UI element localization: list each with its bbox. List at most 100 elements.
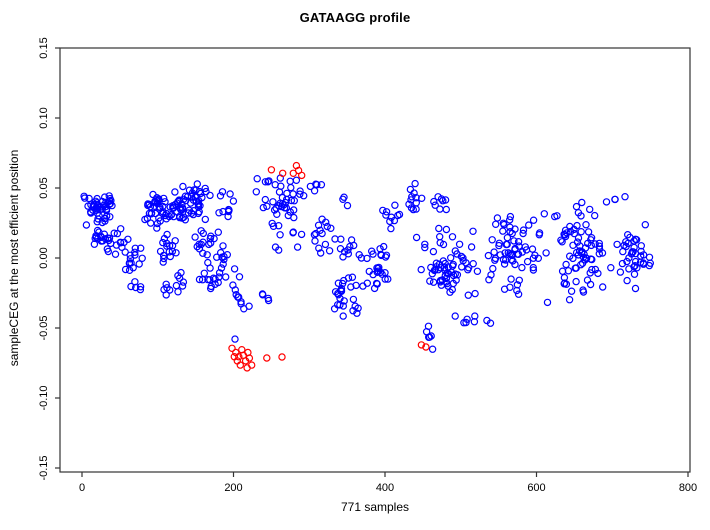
data-point — [203, 251, 211, 259]
data-point — [469, 260, 477, 268]
data-point — [543, 298, 552, 307]
data-point — [179, 278, 188, 286]
data-point — [573, 221, 581, 230]
data-point — [506, 227, 514, 236]
data-point — [348, 273, 357, 281]
data-point — [127, 282, 135, 291]
data-point — [580, 250, 588, 259]
data-point — [421, 240, 429, 248]
data-point — [284, 211, 292, 220]
data-point — [334, 291, 343, 299]
data-point — [282, 204, 291, 212]
data-point — [529, 263, 538, 272]
data-point — [391, 201, 399, 209]
x-tick-label: 400 — [376, 482, 394, 494]
data-point — [153, 224, 161, 232]
data-point — [136, 285, 145, 294]
data-point — [457, 252, 466, 261]
data-point — [489, 264, 497, 273]
data-point — [628, 248, 636, 256]
y-tick-label: -0.05 — [38, 315, 50, 340]
data-point — [435, 224, 443, 233]
data-point — [540, 210, 549, 218]
data-point — [234, 293, 243, 301]
data-point — [646, 259, 655, 267]
data-point — [384, 275, 392, 283]
data-point — [493, 214, 502, 222]
data-point — [471, 312, 479, 320]
data-point — [503, 233, 512, 242]
data-point — [93, 205, 101, 213]
data-point — [448, 233, 457, 241]
data-point — [584, 228, 593, 236]
data-point — [259, 203, 267, 212]
data-point — [323, 222, 331, 231]
y-tick-label: 0.15 — [38, 37, 50, 58]
data-point — [412, 199, 420, 207]
data-point — [297, 230, 306, 239]
data-point — [618, 259, 627, 268]
data-point — [641, 220, 650, 229]
data-point — [289, 169, 297, 177]
data-point — [363, 279, 371, 287]
data-point — [195, 275, 204, 284]
data-point — [287, 183, 295, 192]
data-point — [417, 341, 426, 349]
data-point — [135, 260, 143, 268]
y-axis-label: sampleCEG at the most efficient position — [7, 149, 21, 367]
data-point — [373, 268, 381, 276]
data-point — [491, 256, 499, 264]
data-point — [565, 296, 574, 304]
data-point — [509, 257, 517, 265]
data-point — [511, 260, 519, 269]
data-point — [534, 254, 543, 262]
data-point — [462, 259, 470, 267]
data-point — [467, 243, 476, 251]
data-point — [386, 217, 394, 226]
data-point — [523, 257, 532, 266]
data-point — [599, 283, 607, 291]
data-point — [104, 247, 113, 256]
data-point — [318, 215, 326, 223]
data-point — [98, 197, 107, 206]
data-point — [201, 215, 209, 224]
data-point — [376, 245, 384, 253]
data-point — [446, 288, 454, 296]
data-point — [336, 301, 344, 309]
data-point — [90, 240, 99, 248]
data-point — [200, 269, 208, 277]
data-point — [347, 283, 355, 291]
data-point — [449, 260, 457, 269]
data-point — [422, 343, 430, 351]
data-point — [426, 277, 434, 285]
data-point — [121, 265, 130, 274]
data-point — [619, 247, 627, 256]
data-point — [572, 277, 580, 286]
data-point — [507, 275, 515, 283]
data-point — [261, 178, 270, 186]
data-point — [199, 249, 207, 257]
data-point — [126, 255, 135, 263]
data-point — [429, 278, 438, 286]
data-point — [582, 220, 590, 229]
y-tick-label: -0.15 — [38, 455, 50, 480]
data-point — [337, 284, 346, 293]
data-point — [159, 238, 167, 247]
data-point — [441, 271, 449, 280]
data-point — [558, 267, 567, 275]
data-point — [621, 192, 629, 201]
data-point — [469, 227, 477, 235]
data-point — [271, 243, 280, 251]
data-point — [147, 209, 156, 217]
data-point — [97, 237, 106, 245]
data-point — [311, 237, 319, 245]
data-point — [436, 205, 444, 213]
data-point — [455, 240, 464, 248]
data-point — [116, 225, 125, 233]
data-point — [113, 229, 122, 238]
data-point — [179, 213, 188, 221]
data-point — [464, 291, 472, 299]
data-point — [149, 190, 157, 199]
data-point — [283, 189, 291, 198]
data-point — [500, 260, 509, 268]
